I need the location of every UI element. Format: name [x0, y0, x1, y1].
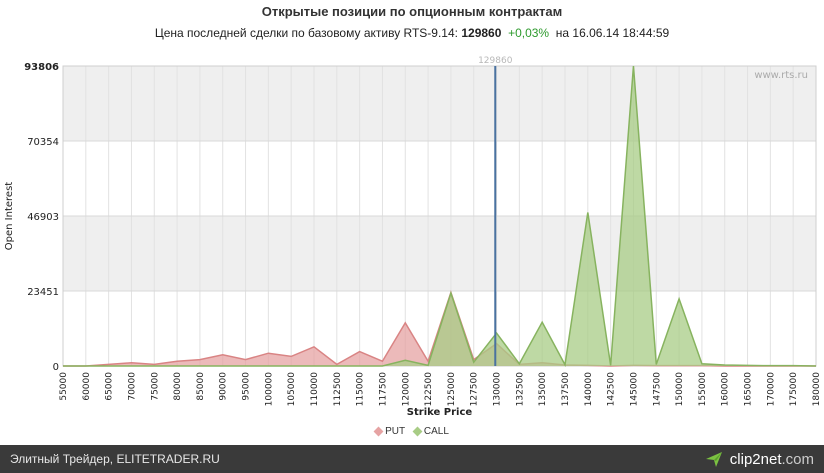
x-tick-label: 85000 [196, 372, 206, 401]
x-tick-label: 130000 [493, 372, 503, 407]
x-tick-label: 112500 [333, 372, 343, 407]
x-tick-label: 60000 [82, 372, 92, 401]
x-tick-label: 55000 [59, 372, 69, 401]
x-tick-label: 105000 [287, 372, 297, 407]
x-tick-label: 135000 [538, 372, 548, 407]
legend-label-call: CALL [423, 426, 449, 437]
x-tick-label: 127500 [470, 372, 480, 407]
x-tick-label: 115000 [356, 372, 366, 407]
x-tick-label: 90000 [219, 372, 229, 401]
brand-logo[interactable]: clip2net.com [704, 449, 814, 469]
subtitle-prefix: Цена последней сделки по базовому активу… [154, 26, 458, 40]
price-change: +0,03% [508, 26, 550, 40]
y-tick-label: 93806 [24, 62, 59, 73]
x-tick-label: 122500 [424, 372, 434, 407]
x-tick-label: 100000 [264, 372, 274, 407]
y-tick-label: 0 [53, 362, 59, 373]
clip2net-logo-icon [705, 452, 722, 467]
x-tick-label: 165000 [744, 372, 754, 407]
put-swatch-icon [373, 426, 384, 437]
legend-label-put: PUT [385, 426, 406, 437]
x-tick-label: 120000 [401, 372, 411, 407]
subtitle-suffix: на 16.06.14 18:44:59 [555, 26, 670, 40]
legend-item-put[interactable]: PUT [373, 426, 406, 437]
last-price: 129860 [461, 26, 502, 40]
x-tick-label: 150000 [675, 372, 685, 407]
series-line-call [63, 65, 817, 368]
chart-legend: PUT CALL [0, 426, 824, 438]
x-tick-label: 170000 [766, 372, 776, 407]
grid-band [63, 66, 816, 142]
x-tick-label: 145000 [629, 372, 639, 407]
x-tick-label: 147500 [652, 372, 662, 407]
x-tick-label: 80000 [173, 372, 183, 401]
x-tick-label: 175000 [789, 372, 799, 407]
price-marker-label: 129860 [478, 56, 513, 66]
x-axis-title: Strike Price [407, 407, 473, 418]
y-axis-title: Open Interest [4, 182, 15, 251]
open-interest-chart: 129860 www.rts.ru 0 23451 46903 70354 93806 550… [4, 56, 822, 418]
x-tick-label: 117500 [378, 372, 388, 407]
chart-subtitle: Цена последней сделки по базовому активу… [0, 26, 824, 40]
brand-name: clip2net.com [729, 450, 814, 468]
x-tick-label: 142500 [607, 372, 617, 407]
footer-bar: Элитный Трейдер, ELITETRADER.RU clip2net… [0, 445, 824, 473]
x-tick-label: 137500 [561, 372, 571, 407]
watermark-label: www.rts.ru [754, 70, 808, 81]
y-tick-label: 23451 [27, 287, 59, 298]
y-tick-label: 70354 [27, 137, 59, 148]
chart-title: Открытые позиции по опционным контрактам [261, 4, 563, 19]
x-tick-label: 110000 [310, 372, 320, 407]
x-tick-label: 95000 [242, 372, 252, 401]
x-tick-label: 70000 [127, 372, 137, 401]
x-tick-label: 65000 [105, 372, 115, 401]
footer-source: Элитный Трейдер, ELITETRADER.RU [10, 452, 220, 466]
legend-item-call[interactable]: CALL [412, 426, 449, 437]
x-tick-label: 180000 [812, 372, 822, 407]
call-swatch-icon [412, 426, 423, 437]
x-tick-label: 132500 [515, 372, 525, 407]
x-tick-label: 160000 [721, 372, 731, 407]
x-tick-label: 75000 [150, 372, 160, 401]
x-tick-label: 140000 [584, 372, 594, 407]
grid-band [63, 216, 816, 292]
x-tick-label: 125000 [447, 372, 457, 407]
y-tick-label: 46903 [27, 212, 59, 223]
x-tick-label: 155000 [698, 372, 708, 407]
